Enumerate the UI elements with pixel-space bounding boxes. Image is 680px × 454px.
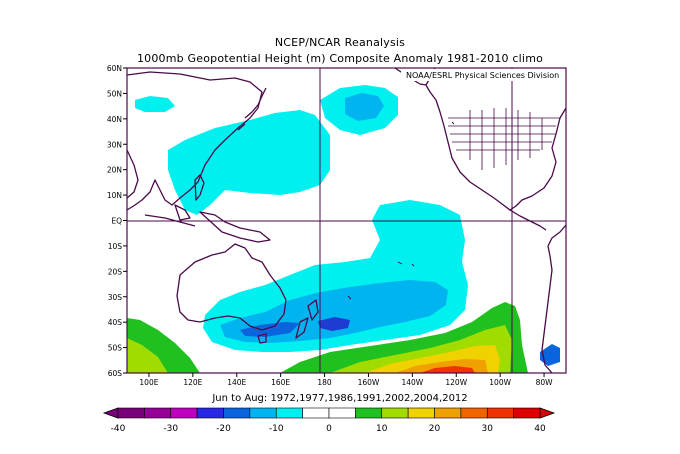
lat-label: 20N xyxy=(107,166,122,175)
map-subtitle: 1000mb Geopotential Height (m) Composite… xyxy=(136,52,544,65)
colorbar-tick-label: 40 xyxy=(534,424,546,434)
longitude-axis: 100E 120E 140E 160E 180 160W 140W 120W 100W 80W xyxy=(139,373,553,387)
latitude-axis: 60N 50N 40N 30N 20N 10N EQ 10S 20S 30S 40S 50S 60S xyxy=(107,64,127,378)
south-america-coastline xyxy=(541,224,566,373)
colorbar-cell xyxy=(381,407,409,419)
australia-coastline xyxy=(176,243,287,331)
asia-coastline xyxy=(127,71,263,211)
lat-label: 40S xyxy=(108,318,123,327)
colorbar-tick-label: -20 xyxy=(216,424,231,434)
us-grid xyxy=(448,108,560,170)
se-red xyxy=(420,366,475,373)
japan xyxy=(237,87,267,131)
colorbar-cell xyxy=(196,407,224,419)
tasmania xyxy=(257,333,267,344)
lon-label: 120E xyxy=(183,378,202,387)
colorbar-tick-label: 10 xyxy=(376,424,388,434)
india-coastline xyxy=(127,149,139,199)
colorbar-tick-label: -40 xyxy=(111,424,126,434)
lon-label: 120W xyxy=(445,378,467,387)
colorbar-cell xyxy=(302,407,330,419)
new-zealand xyxy=(295,299,319,339)
colorbar-tick-label: -10 xyxy=(269,424,284,434)
philippines xyxy=(194,174,205,201)
lat-label: 50S xyxy=(108,344,123,353)
lat-label: 60S xyxy=(108,369,123,378)
colorbar-tick-label: -30 xyxy=(163,424,178,434)
colorbar-cell xyxy=(249,407,277,419)
lon-label: 180 xyxy=(317,378,332,387)
colorbar-cell xyxy=(407,407,435,419)
colorbar-cells xyxy=(102,407,556,419)
central-america xyxy=(509,209,547,231)
colorbar-cell xyxy=(434,407,462,419)
colorbar-cell xyxy=(486,407,514,419)
colorbar-left-arrow xyxy=(102,407,119,419)
colorbar-cell xyxy=(144,407,172,419)
lon-label: 160W xyxy=(358,378,380,387)
grid-lines xyxy=(127,68,566,373)
lon-label: 140E xyxy=(227,378,246,387)
lat-label: 10N xyxy=(107,191,122,200)
south-pacific-darkblue xyxy=(240,322,300,337)
lat-label: 50N xyxy=(107,89,122,98)
colorbar-tick-label: 0 xyxy=(326,424,332,434)
credit-box xyxy=(401,69,565,81)
colorbar-tick-label: 20 xyxy=(429,424,441,434)
lon-label: 80W xyxy=(536,378,554,387)
colorbar-ticks: -40 -30 -20 -10 0 10 20 30 40 xyxy=(111,424,546,434)
lat-label: 10S xyxy=(108,242,123,251)
coastlines xyxy=(127,68,566,373)
colorbar-cell xyxy=(117,407,145,419)
sw-lime xyxy=(127,338,168,373)
map-title: NCEP/NCAR Reanalysis xyxy=(274,36,406,49)
colorbar-cell xyxy=(275,407,303,419)
colorbar-tick-label: 30 xyxy=(482,424,494,434)
colorbar-cell xyxy=(170,407,198,419)
colorbar-cell xyxy=(460,407,488,419)
south-tip-blue xyxy=(540,344,560,366)
lat-label: 40N xyxy=(107,115,122,124)
lon-label: 160E xyxy=(271,378,290,387)
composite-label: Jun to Aug: 1972,1977,1986,1991,2002,200… xyxy=(212,393,468,404)
lat-label: EQ xyxy=(111,217,122,226)
north-america-coastline xyxy=(425,68,566,211)
colorbar-right-arrow xyxy=(539,407,556,419)
colorbar-cell xyxy=(513,407,541,419)
colorbar-cell xyxy=(328,407,356,419)
north-pacific-blue xyxy=(345,93,384,121)
lat-label: 60N xyxy=(107,64,122,73)
indonesia xyxy=(144,204,271,243)
lat-label: 30N xyxy=(107,140,122,149)
negative-anomaly-regions xyxy=(135,85,560,366)
lat-label: 20S xyxy=(108,267,123,276)
colorbar-cell xyxy=(223,407,251,419)
lon-label: 140W xyxy=(401,378,423,387)
colorbar-cell xyxy=(355,407,383,419)
lon-label: 100E xyxy=(139,378,158,387)
south-pacific-deepblue xyxy=(318,317,350,331)
nw-pacific-cyan xyxy=(168,110,330,215)
pacific-islands xyxy=(347,121,455,300)
credit-label: NOAA/ESRL Physical Sciences Division xyxy=(406,71,559,80)
far-west-cyan xyxy=(135,96,175,112)
lat-label: 30S xyxy=(108,293,123,302)
positive-anomaly-regions xyxy=(127,302,528,373)
lon-label: 100W xyxy=(489,378,511,387)
